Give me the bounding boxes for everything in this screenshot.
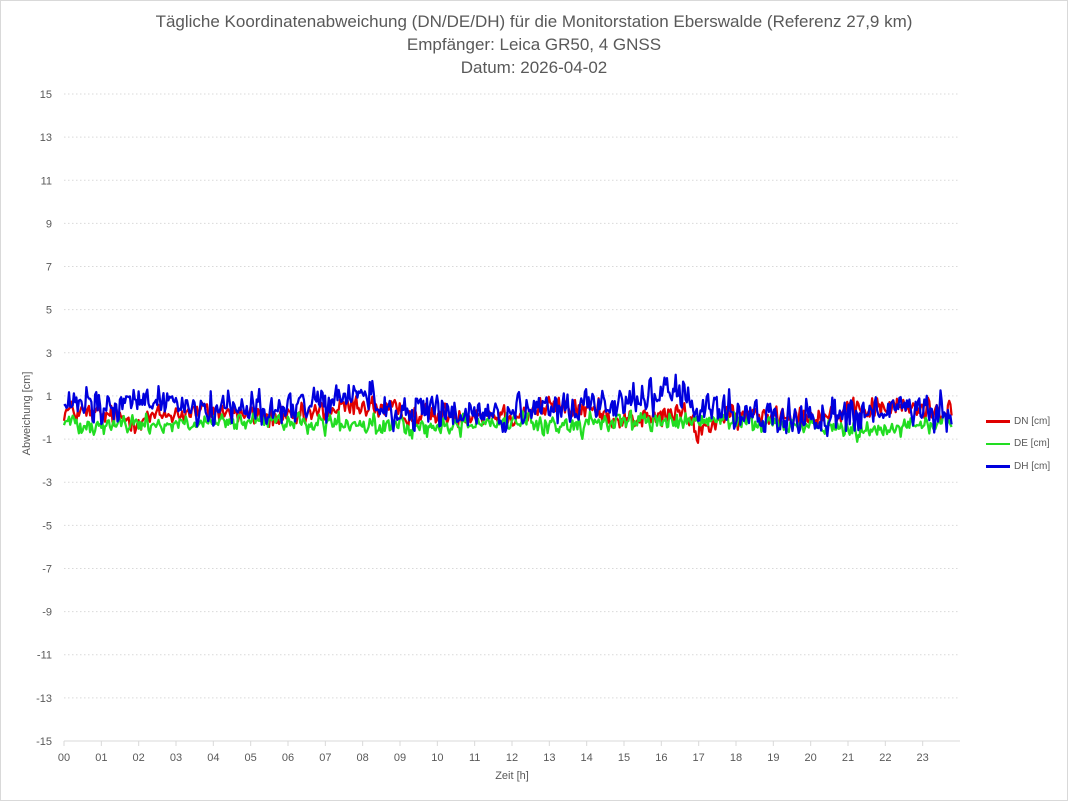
legend-label: DE [cm]: [1014, 438, 1050, 450]
series-line-dh: [63, 373, 953, 438]
x-tick-label: 15: [618, 752, 630, 764]
legend-swatch: [986, 465, 1010, 468]
x-tick-label: 19: [767, 752, 779, 764]
y-tick-label: 5: [46, 305, 52, 317]
x-tick-label: 07: [319, 752, 331, 764]
x-tick-label: 05: [245, 752, 257, 764]
y-tick-label: -11: [37, 650, 52, 662]
legend-item-dn: DN [cm]: [986, 410, 1050, 433]
x-tick-label: 23: [917, 752, 929, 764]
x-tick-label: 03: [170, 752, 182, 764]
legend-item-de: DE [cm]: [986, 433, 1050, 456]
x-tick-label: 06: [282, 752, 294, 764]
x-tick-label: 02: [133, 752, 145, 764]
y-tick-label: -3: [42, 477, 52, 489]
legend-item-dh: DH [cm]: [986, 455, 1050, 478]
x-tick-label: 20: [805, 752, 817, 764]
y-tick-label: -13: [36, 693, 52, 705]
x-tick-label: 11: [469, 752, 480, 764]
x-tick-label: 01: [95, 752, 107, 764]
y-tick-label: 11: [41, 175, 52, 187]
y-tick-label: 1: [46, 391, 52, 403]
y-tick-label: -9: [42, 607, 52, 619]
y-tick-label: 7: [46, 262, 52, 274]
x-tick-label: 00: [58, 752, 70, 764]
chart-title: Tägliche Koordinatenabweichung (DN/DE/DH…: [155, 12, 913, 31]
y-tick-label: 9: [46, 218, 52, 230]
chart-legend: DN [cm] DE [cm] DH [cm]: [986, 410, 1050, 478]
x-tick-label: 21: [842, 752, 854, 764]
y-tick-label: -1: [42, 434, 52, 446]
x-tick-label: 09: [394, 752, 406, 764]
y-axis-title: Abweichung [cm]: [21, 372, 33, 456]
x-tick-label: 08: [357, 752, 369, 764]
y-tick-label: 13: [40, 132, 52, 144]
legend-swatch: [986, 442, 1010, 445]
chart-subtitle-receiver: Empfänger: Leica GR50, 4 GNSS: [406, 35, 662, 54]
series-line-de: [62, 409, 953, 443]
x-tick-label: 16: [655, 752, 667, 764]
x-tick-label: 13: [543, 752, 555, 764]
x-tick-label: 12: [506, 752, 518, 764]
y-tick-label: -5: [42, 520, 52, 532]
legend-swatch: [986, 420, 1010, 423]
x-tick-label: 04: [207, 752, 219, 764]
y-tick-label: -7: [42, 563, 52, 575]
chart-subtitle-date: Datum: 2026-04-02: [460, 58, 608, 77]
legend-label: DN [cm]: [1014, 415, 1051, 427]
y-tick-label: -15: [36, 736, 52, 748]
y-tick-label: 15: [40, 89, 52, 101]
x-tick-label: 22: [879, 752, 891, 764]
y-tick-label: 3: [46, 348, 52, 360]
x-tick-label: 17: [693, 752, 705, 764]
x-tick-label: 14: [581, 752, 593, 764]
x-tick-label: 18: [730, 752, 742, 764]
x-tick-label: 10: [431, 752, 443, 764]
legend-label: DH [cm]: [1014, 460, 1051, 472]
x-axis-title: Zeit [h]: [495, 770, 529, 782]
